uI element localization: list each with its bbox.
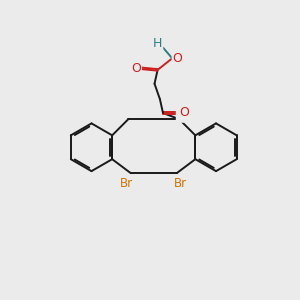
Text: N: N bbox=[177, 109, 186, 122]
Text: O: O bbox=[173, 52, 183, 65]
Text: O: O bbox=[131, 62, 141, 75]
Text: H: H bbox=[153, 37, 162, 50]
Text: Br: Br bbox=[174, 177, 187, 190]
Text: O: O bbox=[179, 106, 189, 119]
Text: Br: Br bbox=[120, 177, 134, 190]
